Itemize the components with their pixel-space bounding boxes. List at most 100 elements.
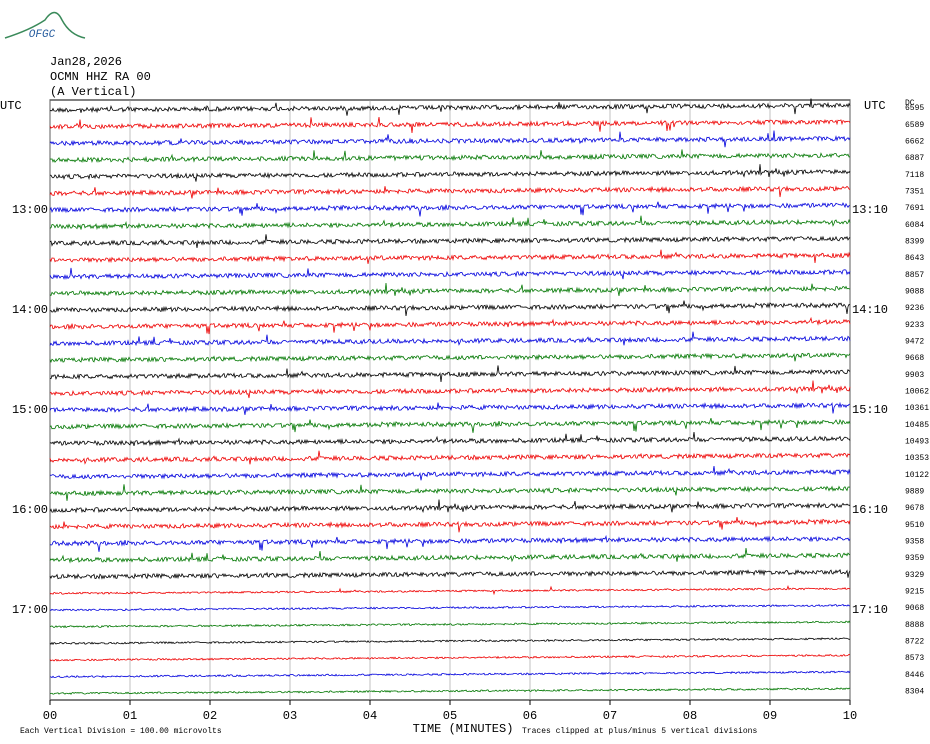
trace xyxy=(49,130,851,148)
trace-value: 9903 xyxy=(905,371,924,380)
trace-value: 9472 xyxy=(905,337,924,346)
trace xyxy=(49,670,851,679)
logo-text: OFGC xyxy=(29,29,56,41)
trace-value: 9889 xyxy=(905,488,924,497)
x-tick-label: 07 xyxy=(603,709,617,723)
trace xyxy=(49,604,851,612)
trace-value: 8399 xyxy=(905,237,924,246)
trace-value: 9668 xyxy=(905,354,924,363)
trace-value: 8888 xyxy=(905,621,924,630)
trace-value: 10493 xyxy=(905,438,929,447)
station: OCMN HHZ RA 00 xyxy=(50,70,151,84)
trace xyxy=(49,450,851,465)
trace xyxy=(49,687,851,695)
trace-value: 10485 xyxy=(905,421,929,430)
trace xyxy=(49,516,851,533)
trace xyxy=(49,215,851,231)
trace-value: 9233 xyxy=(905,321,924,330)
trace xyxy=(49,116,851,133)
trace-value: 8304 xyxy=(905,688,924,697)
trace xyxy=(49,185,851,199)
x-tick-label: 06 xyxy=(523,709,537,723)
x-tick-label: 05 xyxy=(443,709,457,723)
trace xyxy=(49,484,851,501)
trace xyxy=(49,331,851,347)
trace xyxy=(49,548,851,564)
right-time: 13:10 xyxy=(852,203,888,217)
trace xyxy=(49,620,851,629)
x-tick-label: 02 xyxy=(203,709,217,723)
trace-value: 8573 xyxy=(905,654,924,663)
logo-curve xyxy=(4,11,86,39)
left-time: 16:00 xyxy=(12,503,48,517)
x-tick-label: 10 xyxy=(843,709,857,723)
x-tick-label: 01 xyxy=(123,709,137,723)
trace-value: 6589 xyxy=(905,121,924,130)
right-time: 15:10 xyxy=(852,403,888,417)
trace-value: 9359 xyxy=(905,554,924,563)
trace-value: 9088 xyxy=(905,287,924,296)
trace xyxy=(49,149,851,164)
x-tick-label: 03 xyxy=(283,709,297,723)
trace-value: 6662 xyxy=(905,137,924,146)
x-tick-label: 04 xyxy=(363,709,377,723)
component: (A Vertical) xyxy=(50,85,136,99)
x-tick-label: 08 xyxy=(683,709,697,723)
trace xyxy=(49,98,851,116)
trace-value: 10361 xyxy=(905,404,929,413)
trace xyxy=(49,417,851,433)
trace xyxy=(49,401,851,415)
trace-value: 9329 xyxy=(905,571,924,580)
trace-value: 8857 xyxy=(905,271,924,280)
trace xyxy=(49,568,851,580)
trace xyxy=(49,283,851,297)
trace-value: 9358 xyxy=(905,538,924,547)
trace-value: 7118 xyxy=(905,171,924,180)
trace xyxy=(49,267,851,280)
trace xyxy=(49,499,851,514)
trace xyxy=(49,201,851,217)
trace xyxy=(49,653,851,662)
trace-value: 8643 xyxy=(905,254,924,263)
trace-value: 10353 xyxy=(905,454,929,463)
trace-value: 8446 xyxy=(905,671,924,680)
trace xyxy=(49,432,851,447)
left-time: UTC xyxy=(0,99,22,113)
trace-value: 6084 xyxy=(905,221,924,230)
trace-value: 9678 xyxy=(905,504,924,513)
trace xyxy=(49,465,851,481)
left-time: 14:00 xyxy=(12,303,48,317)
trace-value: 10062 xyxy=(905,387,929,396)
trace xyxy=(49,316,851,335)
trace xyxy=(49,249,851,264)
trace xyxy=(49,300,851,317)
right-time: 16:10 xyxy=(852,503,888,517)
trace-value: 6887 xyxy=(905,154,924,163)
trace xyxy=(49,380,851,399)
trace-value: 7351 xyxy=(905,187,924,196)
trace xyxy=(49,365,851,382)
trace-value: 9215 xyxy=(905,588,924,597)
trace-value: 9510 xyxy=(905,521,924,530)
right-time: 14:10 xyxy=(852,303,888,317)
dc-label: DC xyxy=(905,99,915,108)
trace-value: 7691 xyxy=(905,204,924,213)
trace xyxy=(49,534,851,552)
left-time: 17:00 xyxy=(12,603,48,617)
trace xyxy=(49,637,851,646)
x-tick-label: 00 xyxy=(43,709,57,723)
trace xyxy=(49,584,851,596)
footer-clip: Traces clipped at plus/minus 5 vertical … xyxy=(522,727,757,736)
date: Jan28,2026 xyxy=(50,55,122,69)
trace xyxy=(49,352,851,363)
right-time: UTC xyxy=(864,99,886,113)
trace xyxy=(49,234,851,248)
left-time: 15:00 xyxy=(12,403,48,417)
trace-value: 8722 xyxy=(905,638,924,647)
trace-value: 6595 xyxy=(905,104,924,113)
trace-value: 10122 xyxy=(905,471,929,480)
trace-value: 9236 xyxy=(905,304,924,313)
trace-value: 9068 xyxy=(905,604,924,613)
footer-scale: Each Vertical Division = 100.00 microvol… xyxy=(20,727,222,736)
